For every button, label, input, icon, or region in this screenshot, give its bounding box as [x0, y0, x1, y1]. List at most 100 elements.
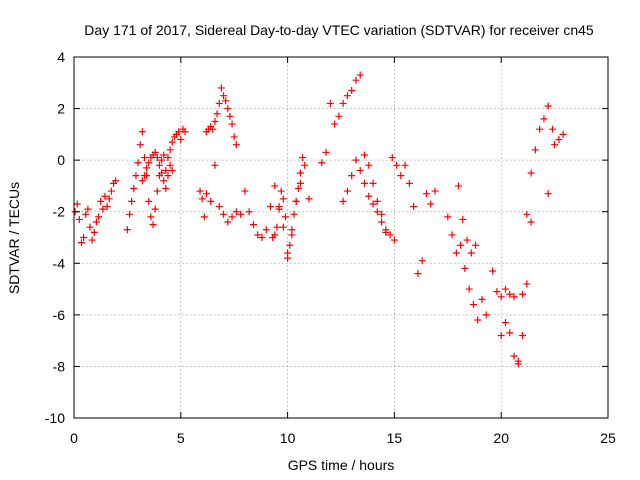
data-point	[352, 156, 360, 164]
data-point	[388, 154, 396, 162]
data-point	[459, 215, 467, 223]
data-point	[80, 234, 88, 241]
points-layer	[71, 71, 567, 368]
data-point	[365, 161, 373, 169]
data-point	[90, 228, 98, 236]
data-point	[215, 203, 223, 211]
data-point	[147, 213, 155, 221]
data-point	[506, 329, 514, 337]
data-point	[393, 161, 401, 169]
series-track-h	[339, 156, 390, 236]
series-track-l	[489, 102, 556, 368]
data-point	[523, 280, 531, 288]
series-track-g	[318, 71, 398, 244]
data-point	[410, 203, 418, 211]
data-point	[138, 177, 146, 185]
data-point	[296, 169, 304, 177]
data-point	[175, 128, 183, 136]
data-point	[95, 213, 103, 221]
x-tick-label: 10	[280, 430, 296, 446]
y-tick-label: -2	[53, 204, 66, 220]
data-point	[128, 197, 136, 205]
data-point	[390, 236, 398, 244]
data-point	[245, 208, 253, 216]
data-point	[99, 205, 107, 213]
data-point	[431, 187, 439, 195]
data-point	[544, 102, 552, 110]
data-point	[237, 210, 245, 218]
data-point	[405, 179, 413, 187]
data-point	[299, 154, 307, 162]
data-point	[149, 221, 157, 229]
y-axis-label: SDTVAR / TECUs	[6, 182, 22, 294]
data-point	[153, 187, 161, 195]
data-point	[305, 195, 313, 203]
data-point	[519, 331, 527, 339]
data-point	[339, 99, 347, 107]
data-point	[277, 187, 285, 195]
data-point	[86, 223, 94, 231]
series-track-a	[71, 177, 120, 247]
data-point	[134, 159, 142, 167]
data-point	[489, 267, 497, 275]
data-point	[226, 112, 234, 120]
y-tick-label: 2	[57, 101, 65, 117]
y-tick-label: -6	[53, 307, 66, 323]
data-point	[369, 179, 377, 187]
data-point	[286, 241, 294, 249]
data-point	[493, 288, 501, 296]
x-tick-label: 25	[600, 430, 616, 446]
data-point	[348, 172, 356, 180]
data-point	[105, 195, 113, 203]
data-point	[544, 190, 552, 198]
data-point	[177, 136, 185, 144]
data-point	[200, 213, 208, 221]
data-point	[168, 166, 176, 174]
data-point	[153, 154, 161, 162]
data-point	[209, 125, 217, 133]
data-point	[271, 182, 279, 190]
data-point	[531, 146, 539, 154]
series-track-i	[388, 154, 439, 278]
x-tick-label: 5	[177, 430, 185, 446]
data-point	[160, 177, 168, 185]
data-point	[401, 161, 409, 169]
y-tick-label: 4	[57, 49, 65, 65]
data-point	[75, 215, 83, 223]
series-track-k	[454, 182, 480, 257]
x-axis-label: GPS time / hours	[288, 457, 395, 473]
data-point	[343, 92, 351, 100]
data-point	[103, 203, 111, 211]
data-point	[510, 293, 518, 301]
data-point	[540, 115, 548, 123]
data-point	[397, 172, 405, 180]
data-point	[132, 172, 140, 180]
data-point	[478, 295, 486, 303]
data-point	[228, 213, 236, 221]
x-tick-label: 20	[493, 430, 509, 446]
data-point	[352, 76, 360, 84]
data-point	[378, 210, 386, 218]
data-point	[151, 205, 159, 213]
data-point	[107, 187, 115, 195]
series-track-c	[138, 148, 176, 193]
data-point	[294, 185, 302, 193]
data-point	[318, 159, 326, 167]
data-point	[373, 208, 381, 216]
data-point	[162, 185, 170, 193]
data-point	[527, 169, 535, 177]
data-point	[224, 105, 232, 113]
data-point	[335, 112, 343, 120]
data-point	[88, 236, 96, 244]
data-point	[501, 285, 509, 293]
data-point	[158, 156, 166, 164]
data-point	[444, 213, 452, 221]
series-track-m	[497, 218, 535, 365]
data-point	[422, 190, 430, 198]
data-point	[322, 148, 330, 156]
data-point	[288, 226, 296, 234]
series-track-n	[544, 130, 567, 198]
plot-frame	[73, 56, 609, 419]
